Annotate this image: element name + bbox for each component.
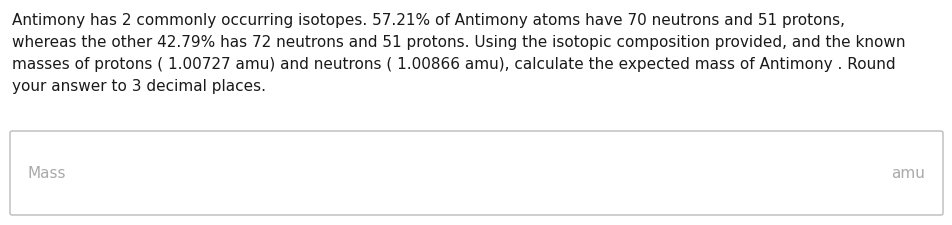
Text: masses of protons ( 1.00727 amu) and neutrons ( 1.00866 amu), calculate the expe: masses of protons ( 1.00727 amu) and neu…	[12, 57, 895, 72]
Text: your answer to 3 decimal places.: your answer to 3 decimal places.	[12, 79, 266, 94]
Text: Mass: Mass	[28, 166, 67, 180]
Text: amu: amu	[890, 166, 924, 180]
FancyBboxPatch shape	[10, 131, 942, 215]
Text: whereas the other 42.79% has 72 neutrons and 51 protons. Using the isotopic comp: whereas the other 42.79% has 72 neutrons…	[12, 35, 904, 50]
Text: Antimony has 2 commonly occurring isotopes. 57.21% of Antimony atoms have 70 neu: Antimony has 2 commonly occurring isotop…	[12, 13, 844, 28]
